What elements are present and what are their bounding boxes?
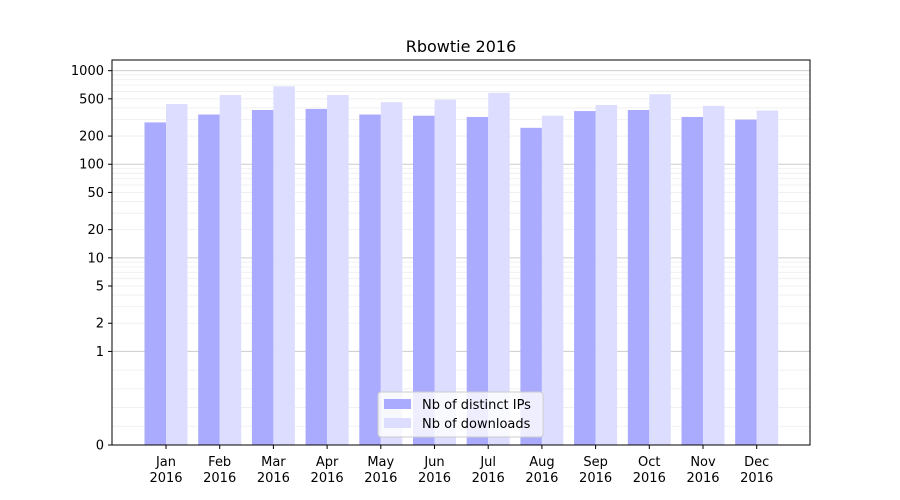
y-tick-label: 10 <box>87 251 104 266</box>
y-tick-label: 20 <box>87 223 104 238</box>
bar-downloads <box>703 105 725 445</box>
y-tick-label: 5 <box>96 280 104 295</box>
bar-distinct-ips <box>413 115 435 445</box>
y-tick-label: 1000 <box>71 64 104 79</box>
plot-frame <box>111 59 811 446</box>
x-tick-label-year: 2016 <box>472 471 505 486</box>
x-tick-label-year: 2016 <box>686 471 719 486</box>
bar-distinct-ips <box>681 116 703 446</box>
bar-distinct-ips <box>735 119 757 446</box>
bar-downloads <box>327 94 349 445</box>
y-tick-label: 500 <box>79 92 104 107</box>
bar-downloads <box>756 110 779 446</box>
y-tick-label: 0 <box>96 439 104 454</box>
x-tick-label-year: 2016 <box>203 471 236 486</box>
y-tick-label: 2 <box>96 317 104 332</box>
x-tick-label-year: 2016 <box>579 471 612 486</box>
bar-downloads <box>595 104 618 445</box>
x-tick-label-year: 2016 <box>418 471 451 486</box>
x-tick-label-month: Feb <box>208 455 231 470</box>
chart-title: Rbowtie 2016 <box>406 37 517 56</box>
x-tick-label-month: May <box>367 455 394 470</box>
bar-downloads <box>219 94 242 445</box>
bar-distinct-ips <box>359 114 381 445</box>
y-tick-label: 50 <box>87 186 104 201</box>
bar-distinct-ips <box>466 116 489 446</box>
bar-downloads <box>541 115 564 445</box>
x-tick-label-month: Nov <box>690 455 716 470</box>
bar-downloads <box>273 86 295 446</box>
x-tick-label-year: 2016 <box>364 471 397 486</box>
bar-distinct-ips <box>520 127 542 445</box>
x-axis: Jan2016Feb2016Mar2016Apr2016May2016Jun20… <box>149 445 773 486</box>
bars <box>144 86 779 446</box>
legend-box <box>377 391 544 438</box>
x-tick-label-year: 2016 <box>257 471 290 486</box>
x-tick-label-month: Mar <box>261 455 286 470</box>
bar-distinct-ips <box>144 122 166 445</box>
x-tick-label-month: Jun <box>423 455 444 470</box>
legend-label: Nb of distinct IPs <box>422 398 531 413</box>
bar-distinct-ips <box>198 114 220 445</box>
bar-distinct-ips <box>627 109 650 446</box>
legend: Nb of distinct IPs Nb of downloads <box>377 391 544 438</box>
bar-distinct-ips <box>305 108 328 446</box>
x-tick-label-year: 2016 <box>740 471 773 486</box>
x-tick-label-month: Apr <box>316 455 339 470</box>
legend-swatch <box>384 418 411 428</box>
x-tick-label-month: Jan <box>155 455 176 470</box>
x-tick-label-year: 2016 <box>525 471 558 486</box>
x-tick-label-month: Aug <box>529 455 554 470</box>
bar-distinct-ips <box>251 109 274 446</box>
x-tick-label-month: Dec <box>744 455 769 470</box>
y-tick-label: 100 <box>79 158 104 173</box>
bar-downloads <box>380 102 403 446</box>
bar-downloads <box>434 99 456 445</box>
legend-swatch <box>384 399 411 409</box>
x-tick-label-year: 2016 <box>311 471 344 486</box>
x-tick-label-year: 2016 <box>149 471 182 486</box>
x-tick-label-month: Sep <box>583 455 608 470</box>
bar-downloads <box>649 94 671 445</box>
y-axis: 0 1 2 5 10 20 50 100 200 500 1000 <box>71 64 112 454</box>
legend-label: Nb of downloads <box>422 417 531 432</box>
x-tick-label-month: Oct <box>638 455 660 470</box>
bar-downloads <box>166 104 188 445</box>
bar-downloads <box>488 92 510 446</box>
y-tick-label: 200 <box>79 130 104 145</box>
x-tick-label-year: 2016 <box>633 471 666 486</box>
bar-distinct-ips <box>574 111 596 445</box>
y-tick-label: 1 <box>96 345 104 360</box>
x-tick-label-month: Jul <box>479 455 496 470</box>
